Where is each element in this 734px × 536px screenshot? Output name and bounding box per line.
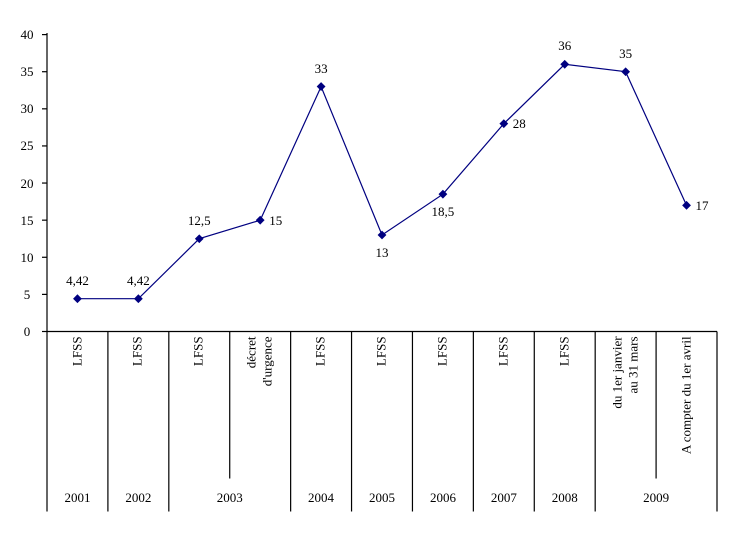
year-label: 2009 <box>643 489 670 505</box>
year-label: 2007 <box>490 489 517 505</box>
category-label-line: d'urgence <box>260 336 276 387</box>
point-value-label: 18,5 <box>431 204 455 220</box>
year-label: 2008 <box>551 489 578 505</box>
category-label-rotated: LFSS <box>473 331 534 477</box>
point-value-label: 4,42 <box>66 272 89 288</box>
point-value-label: 15 <box>269 212 283 228</box>
point-value-label: 28 <box>512 116 526 132</box>
category-label-line: LFSS <box>313 336 329 367</box>
category-cell: LFSS <box>47 332 108 479</box>
y-axis-tick-label: 35 <box>20 64 34 80</box>
category-label-rotated: LFSS <box>352 331 413 477</box>
point-value-label: 4,42 <box>127 272 150 288</box>
category-label-rotated: décret d'urgence <box>230 331 291 477</box>
data-point-marker <box>194 234 204 244</box>
y-axis-tick-label: 10 <box>20 249 34 265</box>
year-label: 2006 <box>429 489 456 505</box>
y-axis-tick-label: 30 <box>20 101 34 117</box>
y-axis-tick-label: 40 <box>20 27 34 43</box>
category-label-rotated: LFSS <box>108 331 169 477</box>
point-value-label: 33 <box>314 60 328 76</box>
category-label-rotated: LFSS <box>534 331 595 477</box>
point-value-label: 17 <box>695 197 709 213</box>
category-label-line: décret <box>244 336 260 369</box>
data-point-marker <box>621 67 631 77</box>
category-label-line: du 1er janvier <box>609 336 625 409</box>
series-line <box>77 63 688 300</box>
category-label-rotated: LFSS <box>413 331 474 477</box>
category-label-line: LFSS <box>373 336 389 367</box>
category-label-line: LFSS <box>434 336 450 367</box>
point-value-label: 36 <box>558 38 572 54</box>
year-label: 2005 <box>368 489 395 505</box>
category-cell: LFSS <box>352 332 413 479</box>
category-cell: LFSS <box>291 332 352 479</box>
category-label-rotated: LFSS <box>169 331 230 477</box>
y-axis-tick-label: 0 <box>23 324 31 339</box>
year-label: 2001 <box>64 489 91 505</box>
y-axis-tick-label: 15 <box>20 212 34 228</box>
point-value-label: 12,5 <box>187 212 211 228</box>
category-label-rotated: du 1er janvier au 31 mars <box>595 331 656 477</box>
data-point-marker <box>438 189 448 199</box>
data-point-marker <box>560 59 570 69</box>
year-label: 2004 <box>308 489 335 505</box>
data-point-marker <box>377 230 387 240</box>
category-cell: LFSS <box>169 332 230 479</box>
category-label-rotated: LFSS <box>47 331 108 477</box>
data-point-marker <box>73 294 82 304</box>
point-value-label: 13 <box>375 245 389 260</box>
y-axis-tick-label: 20 <box>20 175 34 191</box>
data-point-marker <box>255 215 265 225</box>
category-label-line: au 31 mars <box>625 336 641 394</box>
category-label-line: A compter du 1er avril <box>678 336 694 455</box>
category-cell: LFSS <box>108 332 169 479</box>
point-value-label: 35 <box>619 45 633 61</box>
category-label-rotated: A compter du 1er avril <box>656 331 717 477</box>
y-axis-tick-label: 25 <box>20 138 34 154</box>
data-point-marker <box>133 294 143 304</box>
category-cell: du 1er janvier au 31 mars <box>595 332 656 479</box>
category-label-rotated: LFSS <box>291 331 352 477</box>
category-cell: LFSS <box>473 332 534 479</box>
category-label-line: LFSS <box>130 336 146 367</box>
category-cell: LFSS <box>413 332 474 479</box>
category-cell: A compter du 1er avril <box>656 332 717 479</box>
category-label-line: LFSS <box>69 336 85 367</box>
data-point-marker <box>499 119 509 129</box>
data-point-marker <box>316 82 326 91</box>
category-label-line: LFSS <box>191 336 207 367</box>
y-axis-tick-label: 5 <box>23 286 31 302</box>
category-cell: LFSS <box>534 332 595 479</box>
category-cell: décret d'urgence <box>230 332 291 479</box>
data-point-marker <box>682 200 691 210</box>
year-label: 2003 <box>216 489 243 505</box>
year-label: 2002 <box>125 489 152 505</box>
category-label-line: LFSS <box>556 336 572 367</box>
category-label-line: LFSS <box>495 336 511 367</box>
